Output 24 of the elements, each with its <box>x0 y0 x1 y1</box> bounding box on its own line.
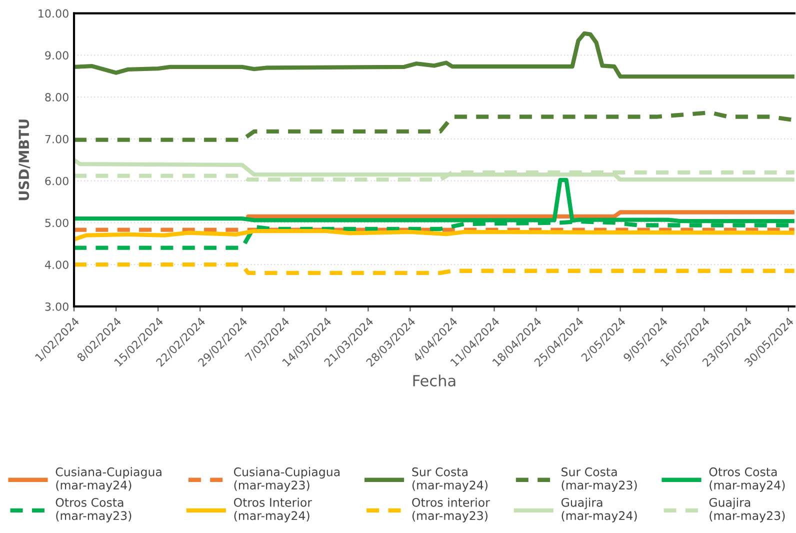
legend-label: Sur Costa (mar-may24) <box>412 467 488 492</box>
legend-label: Sur Costa (mar-may23) <box>562 467 637 492</box>
y-axis-title: USD/MBTU <box>18 120 30 200</box>
legend-label: Cusiana-Cupiagua (mar-may24) <box>56 467 162 492</box>
y-tick-label: 10.00 <box>38 9 68 18</box>
y-tick-label: 5.00 <box>45 218 68 228</box>
line-series <box>74 110 794 142</box>
legend-label: Cusiana-Cupiagua (mar-may23) <box>234 467 340 492</box>
y-tick-label: 7.00 <box>45 134 68 144</box>
legend-label: Guajira (mar-may23) <box>709 498 785 522</box>
y-tick-label: 6.00 <box>45 176 68 186</box>
y-tick-label: 9.00 <box>45 51 68 60</box>
y-tick-label: 4.00 <box>44 260 68 269</box>
legend-label: Otros Interior (mar-may24) <box>234 498 312 522</box>
line-series <box>74 158 794 182</box>
legend-label: Otros interior (mar-may23) <box>412 498 490 522</box>
y-tick-label: 3.00 <box>45 302 68 311</box>
legend-label: Otros Costa (mar-may23) <box>56 498 132 522</box>
line-series <box>74 31 794 79</box>
legend-label: Guajira (mar-may24) <box>561 498 637 522</box>
y-tick-label: 8.00 <box>45 93 68 102</box>
line-series <box>74 229 794 242</box>
x-axis-title: Fecha <box>413 374 456 386</box>
legend-label: Otros Costa (mar-may24) <box>709 467 785 492</box>
